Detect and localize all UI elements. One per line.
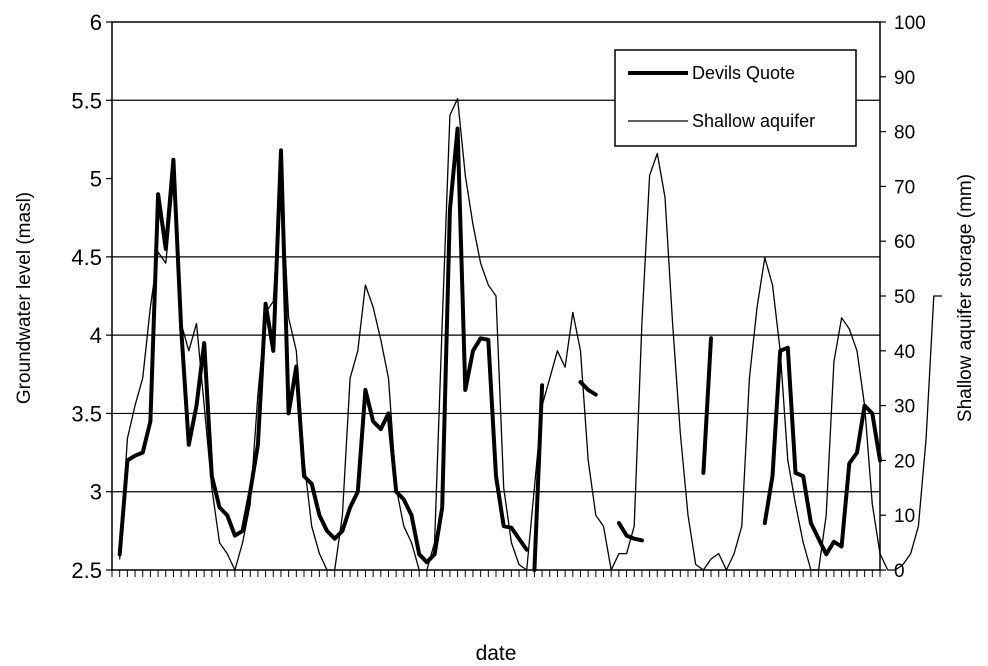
right-tick-label: 60 bbox=[894, 232, 915, 253]
series-line-shallow-aquifer bbox=[119, 98, 943, 571]
left-tick-label: 5.5 bbox=[71, 88, 102, 113]
series-line-devils-quote bbox=[616, 521, 644, 543]
left-tick-label: 3.5 bbox=[71, 401, 102, 426]
plot-frame bbox=[111, 21, 881, 571]
right-tick-label: 30 bbox=[894, 397, 915, 418]
series-line-devils-quote bbox=[762, 345, 882, 557]
left-tick-label: 3 bbox=[90, 480, 102, 505]
series-line-devils-quote bbox=[701, 336, 713, 475]
x-axis-minor-ticks bbox=[111, 570, 881, 577]
left-axis-label: Groundwater level (masl) bbox=[14, 192, 35, 404]
right-axis-label: Shallow aquifer storage (mm) bbox=[955, 174, 976, 422]
left-tick-label: 4.5 bbox=[71, 245, 102, 270]
left-tick-label: 6 bbox=[90, 10, 102, 35]
right-axis-ticks: 0 10 20 30 40 50 60 70 80 90 100 bbox=[880, 13, 926, 582]
left-tick-label: 2.5 bbox=[71, 558, 102, 583]
left-tick-label: 4 bbox=[90, 323, 102, 348]
series-line-devils-quote bbox=[117, 126, 529, 565]
legend: Devils Quote Shallow aquifer bbox=[614, 49, 857, 147]
right-tick-label: 90 bbox=[894, 68, 915, 89]
right-tick-label: 0 bbox=[894, 561, 905, 582]
right-tick-label: 40 bbox=[894, 342, 915, 363]
right-tick-label: 100 bbox=[894, 13, 926, 34]
right-tick-label: 10 bbox=[894, 506, 915, 527]
grid-lines bbox=[112, 99, 880, 493]
right-tick-label: 80 bbox=[894, 123, 915, 144]
left-axis-ticks: 2.5 3 3.5 4 4.5 5 5.5 6 bbox=[71, 10, 112, 583]
right-tick-label: 50 bbox=[894, 287, 915, 308]
right-tick-label: 70 bbox=[894, 177, 915, 198]
left-tick-label: 5 bbox=[90, 167, 102, 192]
legend-box bbox=[614, 49, 857, 147]
x-axis-label: date bbox=[476, 642, 517, 665]
series-layer bbox=[117, 98, 943, 572]
series-line-devils-quote bbox=[532, 383, 545, 572]
right-tick-label: 20 bbox=[894, 451, 915, 472]
legend-label-devils-quote: Devils Quote bbox=[692, 63, 795, 83]
legend-label-shallow-aquifer: Shallow aquifer bbox=[692, 111, 815, 131]
series-line-devils-quote bbox=[578, 380, 598, 397]
